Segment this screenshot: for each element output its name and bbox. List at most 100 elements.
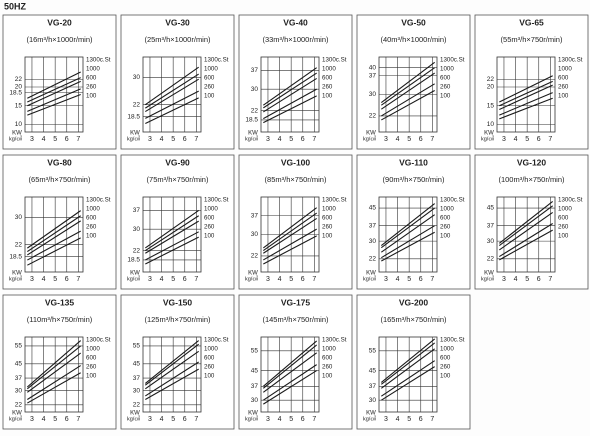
- x-tick-label: 6: [301, 416, 305, 423]
- curve-label: 100: [86, 93, 97, 100]
- curve: [263, 212, 317, 252]
- y-tick-label: 45: [369, 367, 377, 374]
- curve-label: 600: [440, 215, 451, 222]
- curve-label: 260: [558, 224, 569, 231]
- y-tick-label: 10: [15, 121, 23, 128]
- y-tick-label: 37: [251, 67, 259, 74]
- x-tick-label: 3: [30, 136, 34, 143]
- x-tick-label: 4: [396, 276, 400, 283]
- x-tick-label: 6: [537, 276, 541, 283]
- x-tick-label: 4: [396, 136, 400, 143]
- panel: [120, 294, 235, 430]
- plot-frame: [24, 56, 84, 133]
- curve: [145, 73, 199, 109]
- y-tick-label: 55: [15, 343, 23, 350]
- x-tick-label: 7: [430, 136, 434, 143]
- curve: [262, 207, 318, 249]
- y-tick-label: 45: [15, 361, 23, 368]
- curve: [381, 231, 435, 262]
- x-axis-label: kg/㎠: [245, 274, 258, 282]
- y-tick-label: 30: [369, 91, 377, 98]
- x-tick-label: 5: [289, 276, 293, 283]
- x-tick-label: 7: [194, 416, 198, 423]
- curve: [145, 236, 199, 265]
- chart-title: VG-65: [519, 17, 544, 27]
- curve-label: 1000: [558, 206, 572, 213]
- y-tick-label: 30: [133, 74, 141, 81]
- y-tick-label: 20: [15, 84, 23, 91]
- curve: [27, 93, 81, 116]
- curve: [263, 364, 317, 401]
- curve-label: 600: [322, 215, 333, 222]
- y-tick-label: 30: [133, 226, 141, 233]
- y-tick-label: 37: [251, 212, 259, 219]
- curve-label: 1300c.St: [322, 337, 347, 344]
- curve: [27, 215, 81, 253]
- chart-subtitle: (65m³/h×750r/min): [29, 175, 91, 184]
- y-axis-label: KW: [366, 411, 376, 417]
- y-tick-label: 37: [369, 72, 377, 79]
- x-tick-label: 3: [148, 276, 152, 283]
- y-tick-label: 18.5: [9, 89, 22, 96]
- x-tick-label: 7: [76, 136, 80, 143]
- chart-subtitle: (85m³/h×750r/min): [265, 175, 327, 184]
- page-title: 50HZ: [4, 1, 27, 11]
- chart-title: VG-120: [517, 157, 547, 167]
- curve: [263, 235, 317, 265]
- y-tick-label: 37: [369, 222, 377, 229]
- curve: [26, 340, 82, 388]
- chart-subtitle: (125m³/h×750r/min): [144, 315, 211, 324]
- chart-subtitle: (33m³/h×1000r/min): [262, 35, 329, 44]
- y-tick-label: 22: [487, 255, 495, 262]
- curve: [380, 338, 436, 383]
- curve-label: 1300c.St: [440, 337, 465, 344]
- curve-label: 1000: [204, 206, 218, 213]
- y-tick-label: 30: [369, 397, 377, 404]
- x-tick-label: 5: [407, 416, 411, 423]
- curve-label: 100: [86, 233, 97, 240]
- chart-title: VG-90: [165, 157, 190, 167]
- chart-subtitle: (25m³/h×1000r/min): [144, 35, 211, 44]
- x-tick-label: 5: [171, 416, 175, 423]
- x-axis-label: kg/㎠: [245, 134, 258, 142]
- x-axis-label: kg/㎠: [363, 134, 376, 142]
- x-tick-label: 6: [301, 276, 305, 283]
- y-tick-label: 30: [15, 214, 23, 221]
- x-tick-label: 4: [160, 276, 164, 283]
- curve: [381, 67, 435, 106]
- x-tick-label: 3: [266, 276, 270, 283]
- curve: [380, 203, 436, 246]
- curve: [145, 368, 199, 400]
- curve-label: 1000: [440, 66, 454, 73]
- chart-title: VG-80: [47, 157, 72, 167]
- curve-label: 600: [322, 75, 333, 82]
- x-tick-label: 6: [419, 416, 423, 423]
- curve: [26, 345, 82, 390]
- curve: [499, 92, 553, 116]
- chart-title: VG-30: [165, 17, 190, 27]
- chart-subtitle: (16m³/h×1000r/min): [26, 35, 93, 44]
- curve: [27, 80, 81, 107]
- y-tick-label: 22: [251, 107, 259, 114]
- curve-label: 260: [204, 224, 215, 231]
- x-tick-label: 5: [289, 136, 293, 143]
- y-tick-label: 30: [251, 86, 259, 93]
- x-tick-label: 4: [42, 136, 46, 143]
- x-tick-label: 3: [148, 416, 152, 423]
- curve-label: 100: [204, 233, 215, 240]
- y-tick-label: 22: [133, 402, 141, 409]
- y-tick-label: 22: [133, 247, 141, 254]
- plot-frame: [142, 56, 202, 133]
- plot-frame: [24, 336, 84, 413]
- plot-frame: [142, 196, 202, 273]
- curve: [381, 225, 435, 259]
- y-axis-label: KW: [12, 411, 22, 417]
- y-tick-label: 30: [133, 387, 141, 394]
- y-tick-label: 40: [369, 64, 377, 71]
- x-axis-label: kg/㎠: [245, 414, 258, 422]
- x-axis-label: kg/㎠: [363, 414, 376, 422]
- curve-label: 600: [440, 355, 451, 362]
- curve-label: 1000: [204, 346, 218, 353]
- y-tick-label: 45: [487, 205, 495, 212]
- y-axis-label: KW: [484, 131, 494, 137]
